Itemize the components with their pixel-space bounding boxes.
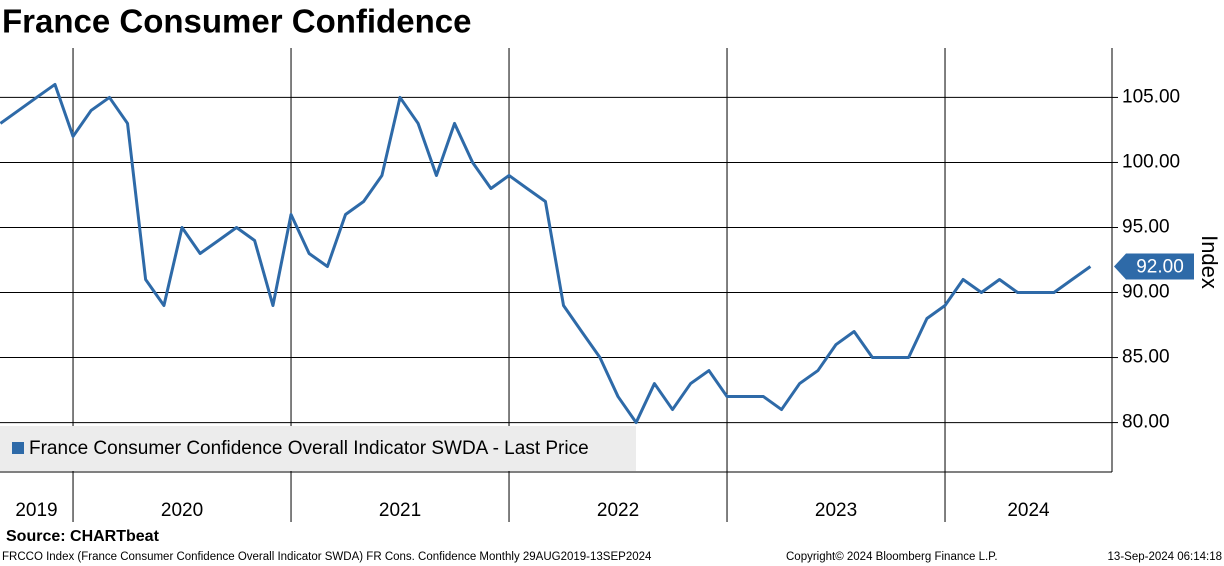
y-tick-label: 80.00 — [1122, 412, 1170, 433]
y-tick-label: 90.00 — [1122, 282, 1170, 303]
y-tick-label: 105.00 — [1122, 86, 1180, 107]
y-tick-label: 95.00 — [1122, 217, 1170, 238]
y-tick-label: 100.00 — [1122, 151, 1180, 172]
last-price-tag — [1114, 253, 1194, 280]
chart-title: France Consumer Confidence — [2, 3, 471, 40]
legend-box — [0, 426, 636, 471]
last-price-label: 92.00 — [1136, 257, 1184, 278]
x-tick-label: 2023 — [815, 500, 857, 521]
footer-right: 13-Sep-2024 06:14:18 — [1108, 551, 1222, 563]
x-tick-label: 2019 — [15, 500, 57, 521]
x-tick-label: 2020 — [161, 500, 203, 521]
source: Source: CHARTbeat — [6, 528, 160, 545]
footer-left: FRCCO Index (France Consumer Confidence … — [2, 551, 652, 563]
data-line — [0, 82, 1092, 425]
y-tick-label: 85.00 — [1122, 347, 1170, 368]
x-tick-label: 2022 — [597, 500, 639, 521]
legend-swatch — [12, 442, 24, 454]
legend-label: France Consumer Confidence Overall Indic… — [29, 438, 589, 459]
x-tick-label: 2024 — [1007, 500, 1050, 521]
x-tick-label: 2021 — [379, 500, 421, 521]
y-axis-label: Index — [1197, 235, 1222, 289]
footer-center: Copyright© 2024 Bloomberg Finance L.P. — [786, 551, 998, 563]
